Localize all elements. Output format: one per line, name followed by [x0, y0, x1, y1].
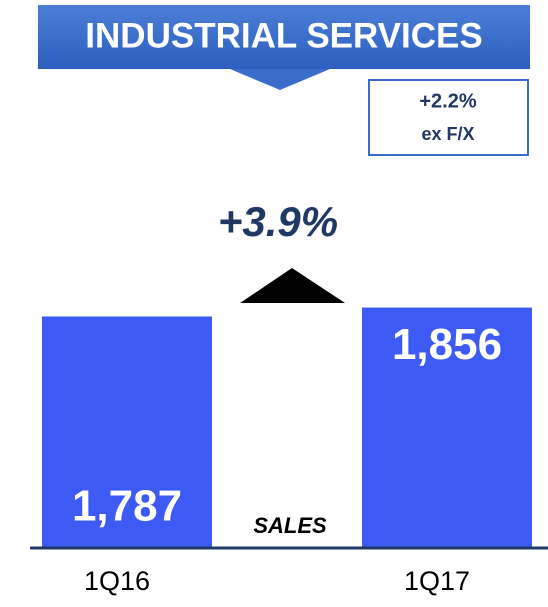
- x-tick-label: 1Q16: [84, 566, 150, 596]
- sales-label: SALES: [253, 513, 327, 538]
- banner-pointer: [230, 69, 330, 90]
- callout-value: +2.2%: [419, 90, 476, 112]
- bar: [362, 307, 532, 547]
- bar: [42, 316, 212, 547]
- growth-annotation: +3.9%: [218, 198, 338, 245]
- chart-title: INDUSTRIAL SERVICES: [85, 16, 482, 55]
- bars: [42, 307, 532, 547]
- growth-arrow: [240, 268, 345, 303]
- x-tick-label: 1Q17: [404, 566, 470, 596]
- bar-value-label: 1,856: [392, 320, 502, 369]
- callout-note: ex F/X: [421, 124, 474, 144]
- bar-value-label: 1,787: [72, 482, 182, 531]
- title-banner: [38, 5, 530, 69]
- callout-box: [368, 79, 529, 156]
